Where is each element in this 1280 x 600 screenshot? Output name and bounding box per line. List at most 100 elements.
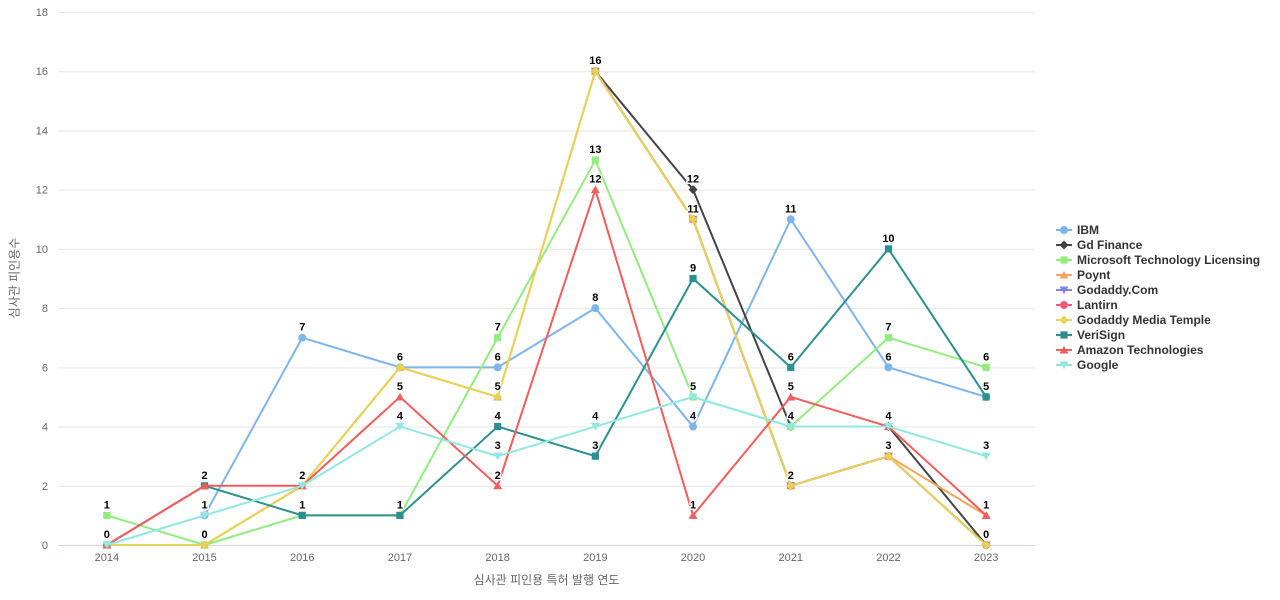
point-microsoft-technology-licensing-2018[interactable] <box>494 334 502 342</box>
point-ibm-2019[interactable] <box>591 304 600 313</box>
svg-text:3: 3 <box>592 440 598 452</box>
point-microsoft-technology-licensing-2014[interactable] <box>103 511 111 519</box>
point-amazon-technologies-2020[interactable] <box>688 511 698 519</box>
legend-item-ibm[interactable]: IBM <box>1056 222 1260 237</box>
svg-text:6: 6 <box>788 351 794 363</box>
point-google-2015[interactable] <box>200 511 210 520</box>
svg-text:10: 10 <box>36 244 48 256</box>
point-google-2020[interactable] <box>688 393 698 401</box>
legend-label: VeriSign <box>1077 327 1126 342</box>
godaddy-media-temple-legend-marker-icon <box>1056 315 1072 324</box>
point-microsoft-technology-licensing-2019[interactable] <box>591 156 599 164</box>
point-verisign-2021[interactable] <box>787 363 795 371</box>
point-godaddy-media-temple-2018[interactable] <box>493 392 503 402</box>
series-line-amazon-technologies <box>106 188 987 546</box>
point-verisign-2022[interactable] <box>884 245 893 253</box>
legend-item-gd-finance[interactable]: Gd Finance <box>1056 237 1260 252</box>
point-google-2016[interactable] <box>297 482 307 490</box>
gridlines <box>58 12 1035 546</box>
point-amazon-technologies-2017[interactable] <box>395 392 405 401</box>
legend-item-microsoft-technology-licensing[interactable]: Microsoft Technology Licensing <box>1056 252 1260 267</box>
svg-text:3: 3 <box>885 440 891 452</box>
svg-text:2016: 2016 <box>290 552 314 564</box>
legend-label: Google <box>1077 357 1119 372</box>
svg-text:1: 1 <box>201 499 207 511</box>
microsoft-technology-licensing-legend-marker-icon <box>1056 255 1072 264</box>
legend-label: Godaddy Media Temple <box>1077 312 1211 327</box>
point-verisign-2020[interactable] <box>689 274 697 283</box>
point-ibm-2020[interactable] <box>689 422 698 431</box>
legend-item-google[interactable]: Google <box>1056 357 1260 372</box>
y-axis-tick-labels: 0 2 4 6 8 10 12 14 16 18 <box>36 7 48 552</box>
point-godaddy-media-temple-2017[interactable] <box>395 362 405 372</box>
point-godaddy-media-temple-2021[interactable] <box>786 481 796 491</box>
legend-item-lantirn[interactable]: Lantirn <box>1056 297 1260 312</box>
legend-label: Amazon Technologies <box>1077 342 1204 357</box>
point-ibm-2021[interactable] <box>786 215 795 224</box>
svg-text:2021: 2021 <box>779 552 803 564</box>
svg-text:6: 6 <box>885 351 891 363</box>
point-google-2014[interactable] <box>102 541 112 550</box>
point-ibm-2022[interactable] <box>884 363 893 372</box>
point-verisign-2019[interactable] <box>591 452 599 460</box>
svg-text:2018: 2018 <box>485 552 509 564</box>
poynt-legend-marker-icon <box>1056 270 1072 278</box>
series-verisign <box>103 245 990 549</box>
svg-text:16: 16 <box>589 55 601 67</box>
point-microsoft-technology-licensing-2022[interactable] <box>884 334 893 342</box>
point-google-2019[interactable] <box>590 423 600 431</box>
svg-text:1: 1 <box>104 499 110 511</box>
point-godaddy-media-temple-2019[interactable] <box>590 66 600 76</box>
svg-text:1: 1 <box>690 499 696 511</box>
svg-text:5: 5 <box>397 381 403 393</box>
point-google-2017[interactable] <box>395 423 405 431</box>
point-verisign-2016[interactable] <box>298 511 306 519</box>
point-godaddy-media-temple-2015[interactable] <box>200 540 210 550</box>
point-godaddy-media-temple-2020[interactable] <box>688 214 698 224</box>
point-gd-finance-2020[interactable] <box>688 185 698 195</box>
point-verisign-2017[interactable] <box>396 511 404 519</box>
svg-text:4: 4 <box>397 411 404 423</box>
point-godaddy-media-temple-2022[interactable] <box>883 451 893 461</box>
svg-text:4: 4 <box>885 411 892 423</box>
point-amazon-technologies-2015[interactable] <box>200 481 210 490</box>
svg-text:12: 12 <box>589 174 601 186</box>
series-line-godaddy-media-temple <box>106 70 987 546</box>
point-microsoft-technology-licensing-2023[interactable] <box>982 363 990 371</box>
legend-item-godaddy-com[interactable]: Godaddy.Com <box>1056 282 1260 297</box>
series-line-verisign <box>106 247 987 546</box>
point-ibm-2016[interactable] <box>298 333 307 342</box>
point-google-2021[interactable] <box>786 423 796 431</box>
svg-text:2: 2 <box>42 481 48 493</box>
verisign-legend-marker-icon <box>1056 330 1072 339</box>
point-amazon-technologies-2019[interactable] <box>590 185 600 194</box>
svg-text:2014: 2014 <box>95 552 119 564</box>
point-amazon-technologies-2023[interactable] <box>981 511 991 519</box>
svg-text:7: 7 <box>885 322 891 334</box>
legend-item-godaddy-media-temple[interactable]: Godaddy Media Temple <box>1056 312 1260 327</box>
svg-text:2019: 2019 <box>583 552 607 564</box>
legend-label: Microsoft Technology Licensing <box>1077 252 1261 267</box>
svg-text:4: 4 <box>788 411 795 423</box>
svg-text:6: 6 <box>495 351 501 363</box>
svg-text:0: 0 <box>201 529 207 541</box>
point-google-2022[interactable] <box>883 423 893 431</box>
point-verisign-2018[interactable] <box>494 422 502 431</box>
svg-text:10: 10 <box>882 233 894 245</box>
legend-item-poynt[interactable]: Poynt <box>1056 267 1260 282</box>
point-amazon-technologies-2021[interactable] <box>786 392 796 401</box>
point-ibm-2018[interactable] <box>493 363 502 372</box>
point-google-2018[interactable] <box>493 452 503 461</box>
svg-text:5: 5 <box>495 381 501 393</box>
ibm-legend-marker-icon <box>1056 225 1072 234</box>
point-verisign-2023[interactable] <box>982 393 990 401</box>
legend-item-verisign[interactable]: VeriSign <box>1056 327 1260 342</box>
point-amazon-technologies-2018[interactable] <box>493 481 503 490</box>
x-axis-tick-labels: 2014 2015 2016 2017 2018 2019 2020 2021 2022 2023 <box>95 552 999 564</box>
point-godaddy-media-temple-2023[interactable] <box>981 540 991 550</box>
legend-item-amazon-technologies[interactable]: Amazon Technologies <box>1056 342 1260 357</box>
point-google-2023[interactable] <box>981 452 991 461</box>
svg-text:6: 6 <box>983 351 989 363</box>
svg-text:12: 12 <box>687 174 699 186</box>
